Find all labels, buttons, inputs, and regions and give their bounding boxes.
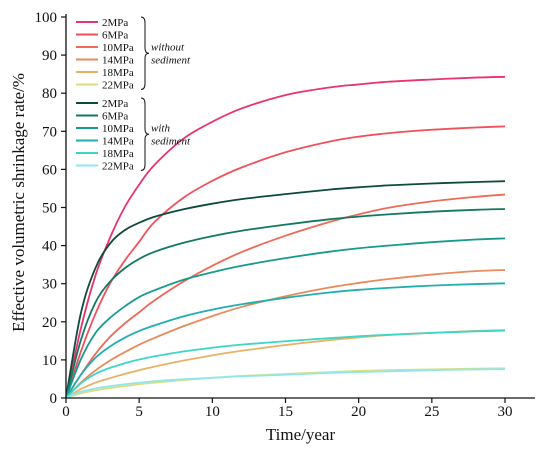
y-tick-label: 90 (42, 48, 57, 64)
series-line-with-sediment-6mpa (65, 208, 506, 399)
legend-group-label: sediment (151, 54, 191, 66)
legend-label: 6MPa (102, 111, 128, 123)
y-tick-label: 40 (42, 239, 57, 255)
legend-label: 2MPa (102, 17, 128, 29)
y-tick-label: 60 (42, 162, 57, 178)
series-layer (65, 75, 506, 399)
y-tick-label: 30 (42, 277, 57, 293)
legend-brace (140, 16, 150, 90)
series-line-with-sediment-14mpa (65, 282, 506, 399)
y-axis-title: Effective volumetric shrinkage rate/% (9, 73, 28, 332)
series-line-with-sediment-10mpa (65, 237, 506, 399)
y-tick-label: 50 (42, 201, 57, 217)
series-line-with-sediment-18mpa (65, 329, 506, 399)
legend: 2MPa6MPa10MPa14MPa18MPa22MPawithoutsedim… (76, 16, 191, 173)
legend-brace (140, 97, 150, 171)
legend-label: 10MPa (102, 42, 134, 54)
y-tick-label: 10 (42, 353, 57, 369)
x-tick-label: 30 (498, 404, 513, 420)
axes-layer: 0 5 10 15 20 25 30 0 10 20 30 40 50 60 70 80 90 100 (35, 10, 535, 420)
x-tick-label: 15 (278, 404, 293, 420)
x-tick-label: 25 (424, 404, 439, 420)
x-axis-title: Time/year (266, 425, 336, 444)
x-tick-label: 5 (135, 404, 143, 420)
legend-label: 22MPa (102, 161, 134, 173)
x-tick-label: 10 (205, 404, 220, 420)
legend-label: 18MPa (102, 67, 134, 79)
series-line-without-sediment-6mpa (65, 125, 506, 399)
legend-label: 22MPa (102, 80, 134, 92)
x-tick-label: 20 (351, 404, 366, 420)
y-tick-label: 80 (42, 86, 57, 102)
y-tick-label: 70 (42, 124, 57, 140)
legend-label: 14MPa (102, 55, 134, 67)
series-line-with-sediment-2mpa (65, 180, 506, 399)
series-line-with-sediment-22mpa (65, 368, 506, 399)
legend-group-label: without (151, 41, 185, 53)
y-tick-label: 100 (35, 10, 58, 26)
series-line-without-sediment-10mpa (65, 193, 506, 399)
series-line-without-sediment-14mpa (65, 269, 506, 399)
x-tick-label: 0 (62, 404, 70, 420)
y-tick-label: 0 (50, 391, 58, 407)
legend-group-label: sediment (151, 135, 191, 147)
legend-label: 18MPa (102, 148, 134, 160)
legend-group-label: with (151, 122, 170, 134)
legend-label: 2MPa (102, 98, 128, 110)
legend-label: 6MPa (102, 30, 128, 42)
y-tick-label: 20 (42, 315, 57, 331)
legend-label: 10MPa (102, 123, 134, 135)
legend-label: 14MPa (102, 136, 134, 148)
